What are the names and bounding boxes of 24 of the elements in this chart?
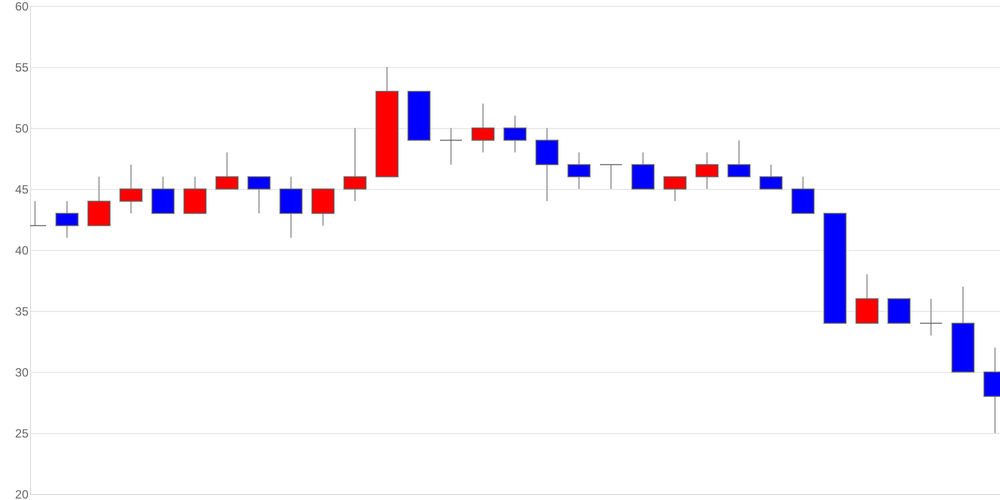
candlestick (920, 298, 942, 336)
candlestick (696, 152, 718, 190)
y-tick-label: 45 (15, 182, 29, 196)
candlestick (504, 115, 526, 153)
candlestick (728, 140, 750, 178)
candlestick (344, 128, 366, 202)
candlestick (600, 164, 622, 190)
candlestick (56, 200, 78, 238)
y-tick-label: 40 (15, 244, 29, 258)
y-tick-label: 30 (15, 366, 29, 380)
candlestick (760, 164, 782, 190)
y-tick-label: 25 (15, 426, 29, 440)
candlestick (440, 128, 462, 166)
y-tick-label: 60 (15, 0, 29, 14)
y-tick-label: 55 (15, 60, 29, 74)
y-tick-label: 50 (15, 122, 29, 136)
y-tick-label: 35 (15, 304, 29, 318)
candlestick (216, 152, 238, 190)
candlestick (472, 103, 494, 153)
candlestick (568, 152, 590, 190)
candlestick (120, 164, 142, 214)
y-tick-label: 20 (15, 488, 29, 500)
candlestick (248, 176, 270, 214)
candlestick (664, 176, 686, 202)
